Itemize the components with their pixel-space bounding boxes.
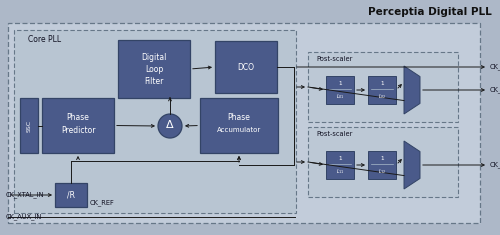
Bar bbox=[118, 40, 190, 98]
Bar bbox=[308, 127, 458, 197]
Text: 1: 1 bbox=[380, 156, 384, 161]
Circle shape bbox=[158, 114, 182, 138]
Text: Predictor: Predictor bbox=[61, 126, 95, 135]
Text: CK_PLL_DIV1: CK_PLL_DIV1 bbox=[490, 162, 500, 168]
Text: Perceptia Digital PLL: Perceptia Digital PLL bbox=[368, 7, 492, 17]
Text: 1: 1 bbox=[338, 156, 342, 161]
Text: CK_REF: CK_REF bbox=[90, 200, 115, 206]
Bar bbox=[326, 76, 354, 104]
Text: $L_{01}$: $L_{01}$ bbox=[336, 92, 344, 101]
Text: Loop: Loop bbox=[145, 64, 163, 74]
Bar bbox=[55, 183, 87, 207]
Text: DCO: DCO bbox=[238, 63, 254, 71]
Text: CK_AUX_IN: CK_AUX_IN bbox=[6, 214, 42, 220]
Text: Δ: Δ bbox=[166, 120, 174, 130]
Bar bbox=[368, 151, 396, 179]
Text: 1: 1 bbox=[338, 81, 342, 86]
Text: /R: /R bbox=[67, 191, 75, 200]
Text: $L_{12}$: $L_{12}$ bbox=[378, 167, 386, 176]
Text: Filter: Filter bbox=[144, 77, 164, 86]
Text: Core PLL: Core PLL bbox=[28, 35, 61, 44]
Polygon shape bbox=[404, 141, 420, 189]
Text: Post-scaler: Post-scaler bbox=[316, 56, 352, 62]
Bar bbox=[8, 23, 480, 223]
Text: Digital: Digital bbox=[142, 52, 167, 62]
Bar bbox=[42, 98, 114, 153]
Text: Phase: Phase bbox=[228, 113, 250, 122]
Text: Accumulator: Accumulator bbox=[217, 128, 261, 133]
Polygon shape bbox=[404, 66, 420, 114]
Text: Post-scaler: Post-scaler bbox=[316, 131, 352, 137]
Text: CK_XTAL_IN: CK_XTAL_IN bbox=[6, 192, 44, 198]
Text: $L_{11}$: $L_{11}$ bbox=[336, 167, 344, 176]
Bar bbox=[14, 30, 296, 213]
Bar bbox=[368, 76, 396, 104]
Text: Phase: Phase bbox=[66, 113, 90, 122]
Bar bbox=[200, 98, 278, 153]
Text: CK_PLL_DIV0: CK_PLL_DIV0 bbox=[490, 87, 500, 93]
Bar bbox=[326, 151, 354, 179]
Bar bbox=[20, 98, 38, 153]
Text: SSC: SSC bbox=[26, 119, 32, 132]
Bar bbox=[215, 41, 277, 93]
Text: $L_{02}$: $L_{02}$ bbox=[378, 92, 386, 101]
Text: 1: 1 bbox=[380, 81, 384, 86]
Text: CK_PLL_OUT: CK_PLL_OUT bbox=[490, 64, 500, 70]
Bar bbox=[308, 52, 458, 122]
